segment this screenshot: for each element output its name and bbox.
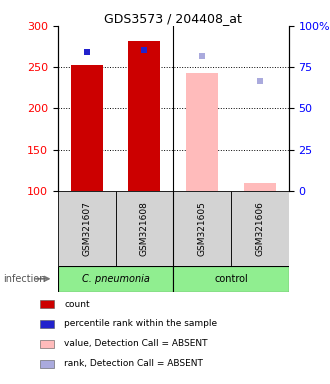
Bar [173,266,289,292]
Text: GSM321607: GSM321607 [82,201,91,256]
Bar [58,266,173,292]
Bar [40,300,54,308]
Bar [231,191,289,266]
Bar [71,65,103,191]
Bar [40,320,54,328]
Bar [244,182,276,191]
Text: value, Detection Call = ABSENT: value, Detection Call = ABSENT [64,339,208,348]
Bar [128,41,160,191]
Text: C. pneumonia: C. pneumonia [82,274,149,284]
Bar [40,360,54,367]
Bar [115,191,173,266]
Bar [186,73,218,191]
Text: control: control [214,274,248,284]
Text: GSM321605: GSM321605 [198,201,207,256]
Text: GSM321608: GSM321608 [140,201,149,256]
Bar [58,191,115,266]
Text: infection: infection [3,274,46,284]
Text: percentile rank within the sample: percentile rank within the sample [64,319,217,328]
Text: GSM321606: GSM321606 [255,201,264,256]
Bar [173,191,231,266]
Text: rank, Detection Call = ABSENT: rank, Detection Call = ABSENT [64,359,203,368]
Title: GDS3573 / 204408_at: GDS3573 / 204408_at [104,12,242,25]
Text: count: count [64,300,90,309]
Bar [40,340,54,348]
